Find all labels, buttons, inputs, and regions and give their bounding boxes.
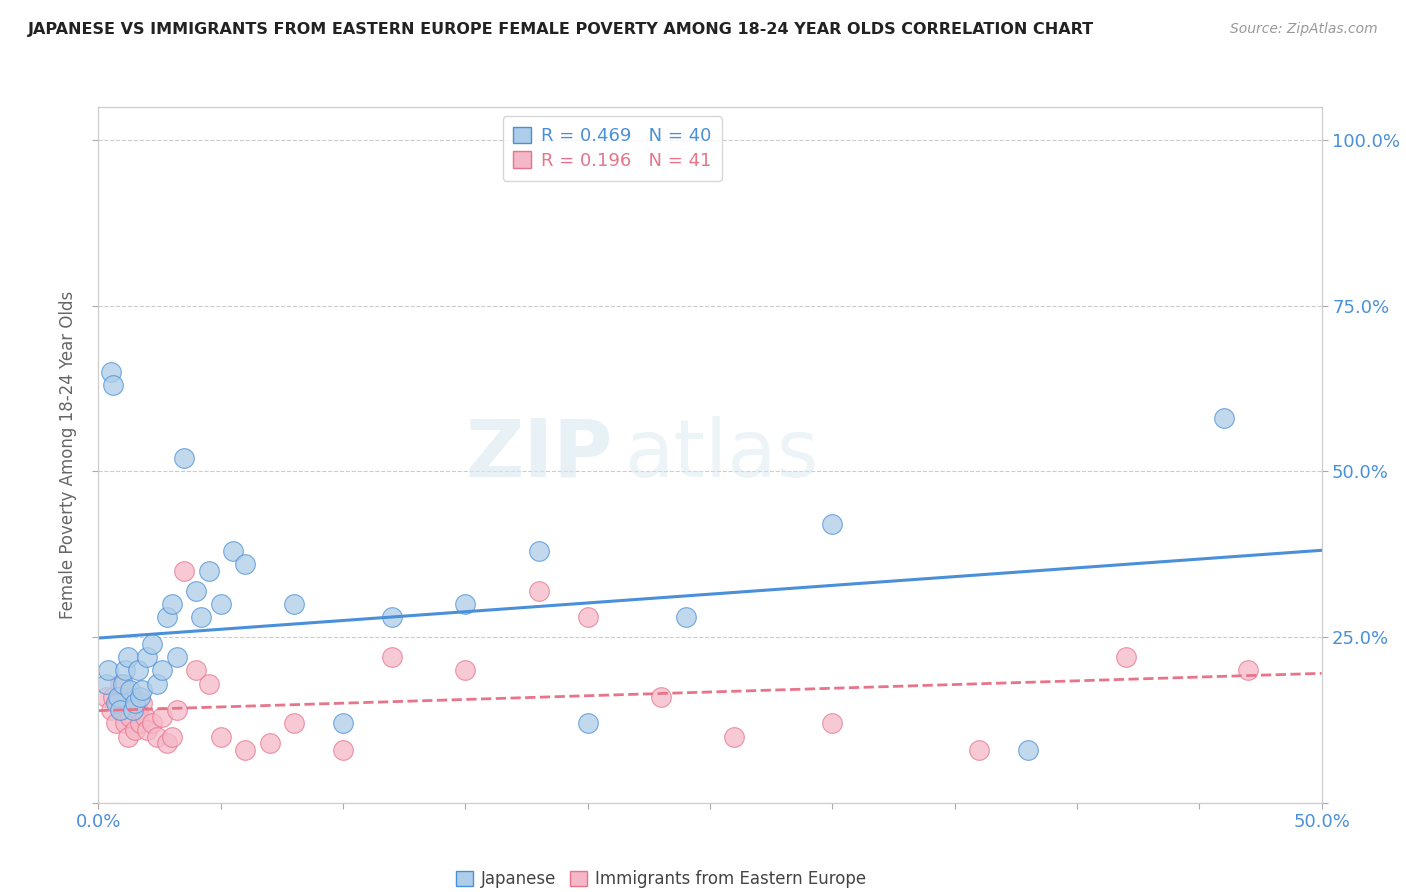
Y-axis label: Female Poverty Among 18-24 Year Olds: Female Poverty Among 18-24 Year Olds [59, 291, 77, 619]
Point [675, 610, 697, 624]
Point [131, 683, 153, 698]
Point [332, 716, 354, 731]
Point [150, 663, 173, 677]
Point [117, 650, 139, 665]
Point [104, 697, 127, 711]
Point [1212, 411, 1234, 425]
Point [821, 517, 844, 532]
Point [821, 716, 844, 731]
Point [127, 703, 149, 717]
Point [1017, 743, 1039, 757]
Point [576, 610, 599, 624]
Point [381, 650, 404, 665]
Legend: Japanese, Immigrants from Eastern Europe: Japanese, Immigrants from Eastern Europe [450, 863, 873, 892]
Point [723, 730, 745, 744]
Point [146, 676, 169, 690]
Point [150, 709, 173, 723]
Point [107, 697, 129, 711]
Point [190, 610, 212, 624]
Point [186, 663, 208, 677]
Point [129, 716, 152, 731]
Point [967, 743, 990, 757]
Point [129, 690, 152, 704]
Point [146, 730, 169, 744]
Point [173, 451, 195, 466]
Point [104, 716, 127, 731]
Point [527, 583, 550, 598]
Point [233, 743, 256, 757]
Point [94, 676, 117, 690]
Point [283, 597, 305, 611]
Point [166, 650, 188, 665]
Point [120, 709, 142, 723]
Point [97, 663, 120, 677]
Point [141, 637, 163, 651]
Text: Source: ZipAtlas.com: Source: ZipAtlas.com [1230, 22, 1378, 37]
Point [136, 650, 159, 665]
Text: ZIP: ZIP [465, 416, 612, 494]
Point [259, 736, 281, 750]
Point [1237, 663, 1260, 677]
Point [124, 723, 146, 737]
Point [94, 690, 117, 704]
Point [141, 716, 163, 731]
Point [101, 690, 124, 704]
Point [222, 544, 245, 558]
Point [111, 676, 134, 690]
Point [197, 564, 219, 578]
Point [100, 703, 122, 717]
Point [111, 703, 134, 717]
Point [1115, 650, 1137, 665]
Point [209, 597, 232, 611]
Point [527, 544, 550, 558]
Point [120, 683, 142, 698]
Point [114, 716, 136, 731]
Point [650, 690, 672, 704]
Point [186, 583, 208, 598]
Point [576, 716, 599, 731]
Point [156, 610, 179, 624]
Point [283, 716, 305, 731]
Text: atlas: atlas [624, 416, 818, 494]
Point [114, 663, 136, 677]
Point [197, 676, 219, 690]
Point [110, 703, 132, 717]
Point [110, 676, 132, 690]
Point [131, 697, 153, 711]
Point [381, 610, 404, 624]
Point [166, 703, 188, 717]
Point [454, 663, 477, 677]
Point [121, 690, 143, 704]
Point [233, 558, 256, 572]
Point [173, 564, 195, 578]
Point [332, 743, 354, 757]
Point [117, 730, 139, 744]
Point [124, 697, 146, 711]
Point [136, 723, 159, 737]
Point [134, 709, 156, 723]
Point [156, 736, 179, 750]
Point [107, 690, 129, 704]
Point [160, 730, 183, 744]
Point [127, 663, 149, 677]
Point [454, 597, 477, 611]
Text: JAPANESE VS IMMIGRANTS FROM EASTERN EUROPE FEMALE POVERTY AMONG 18-24 YEAR OLDS : JAPANESE VS IMMIGRANTS FROM EASTERN EURO… [28, 22, 1094, 37]
Point [101, 378, 124, 392]
Point [209, 730, 232, 744]
Point [100, 365, 122, 379]
Point [160, 597, 183, 611]
Point [121, 703, 143, 717]
